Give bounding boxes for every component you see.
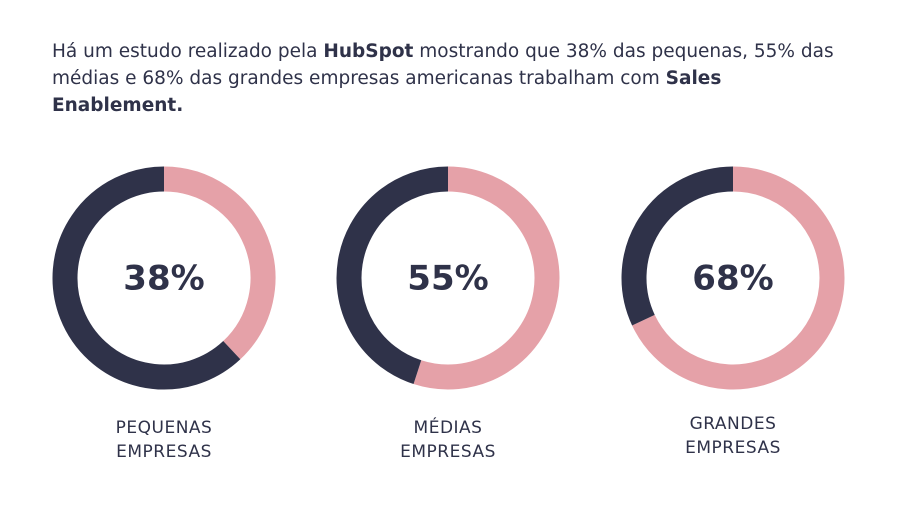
- donut-segment: [621, 166, 734, 326]
- intro-part: Há um estudo realizado pela: [52, 41, 324, 62]
- category-label: MÉDIAS EMPRESAS: [400, 418, 496, 462]
- donut-segment: [632, 166, 845, 390]
- intro-bold: HubSpot: [323, 41, 414, 62]
- center-label: 55%: [407, 259, 488, 299]
- category-label: PEQUENAS EMPRESAS: [115, 418, 213, 462]
- intro-part: mostrando que 38% das pequenas, 55% das …: [52, 41, 834, 89]
- intro-bold: Sales Enablement.: [52, 68, 722, 116]
- donut-segment: [52, 166, 241, 390]
- center-label: 68%: [692, 259, 773, 299]
- category-label: GRANDES EMPRESAS: [685, 414, 781, 458]
- intro-text: Há um estudo realizado pela HubSpot most…: [52, 38, 842, 119]
- donut-segment: [336, 166, 449, 385]
- center-label: 38%: [123, 259, 204, 299]
- donut-segment: [413, 166, 560, 390]
- donut-segment: [163, 166, 276, 360]
